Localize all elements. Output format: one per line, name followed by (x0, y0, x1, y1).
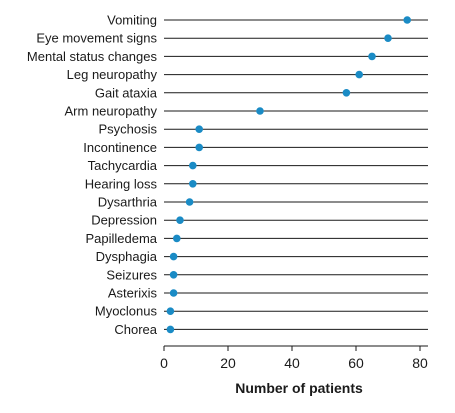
category-label: Dysarthria (98, 195, 158, 210)
category-label: Leg neuropathy (67, 67, 158, 82)
category-label: Arm neuropathy (65, 104, 158, 119)
data-point (166, 325, 175, 334)
category-label: Vomiting (107, 13, 157, 28)
data-point (189, 180, 197, 188)
data-point (169, 271, 178, 279)
data-point (256, 107, 264, 115)
data-point (189, 161, 197, 170)
category-label: Seizures (106, 267, 157, 282)
x-tick-label: 0 (160, 355, 168, 371)
x-tick-label: 60 (348, 355, 364, 371)
x-tick-label: 40 (284, 355, 300, 371)
data-point (355, 70, 364, 79)
data-point (173, 234, 181, 243)
category-label: Depression (91, 213, 157, 228)
x-tick-label: 20 (220, 355, 236, 371)
data-point (368, 52, 376, 61)
data-point (185, 198, 194, 206)
x-axis-ticks: 0 20 40 60 80 (160, 346, 428, 371)
category-label: Hearing loss (85, 176, 158, 191)
category-label: Myoclonus (95, 304, 158, 319)
data-point (403, 16, 412, 24)
category-rows: Vomiting Eye movement signs Mental status … (27, 13, 428, 337)
category-label: Chorea (114, 322, 157, 337)
category-label: Asterixis (108, 286, 158, 301)
category-label: Psychosis (98, 122, 157, 137)
data-point (166, 307, 175, 316)
category-label: Papilledema (85, 231, 157, 246)
category-label: Tachycardia (88, 158, 158, 173)
data-point (169, 252, 178, 261)
data-point (195, 125, 203, 133)
data-point (342, 89, 351, 97)
category-label: Dysphagia (96, 249, 158, 264)
data-point (176, 216, 184, 224)
data-points (166, 16, 412, 334)
data-point (384, 34, 392, 42)
x-axis-title: Number of patients (235, 380, 363, 396)
data-point (195, 143, 203, 152)
category-label: Eye movement signs (36, 31, 157, 46)
category-label: Incontinence (83, 140, 157, 155)
data-point (169, 289, 178, 297)
category-label: Gait ataxia (95, 85, 158, 100)
category-label: Mental status changes (27, 49, 158, 64)
x-tick-label: 80 (412, 355, 428, 371)
